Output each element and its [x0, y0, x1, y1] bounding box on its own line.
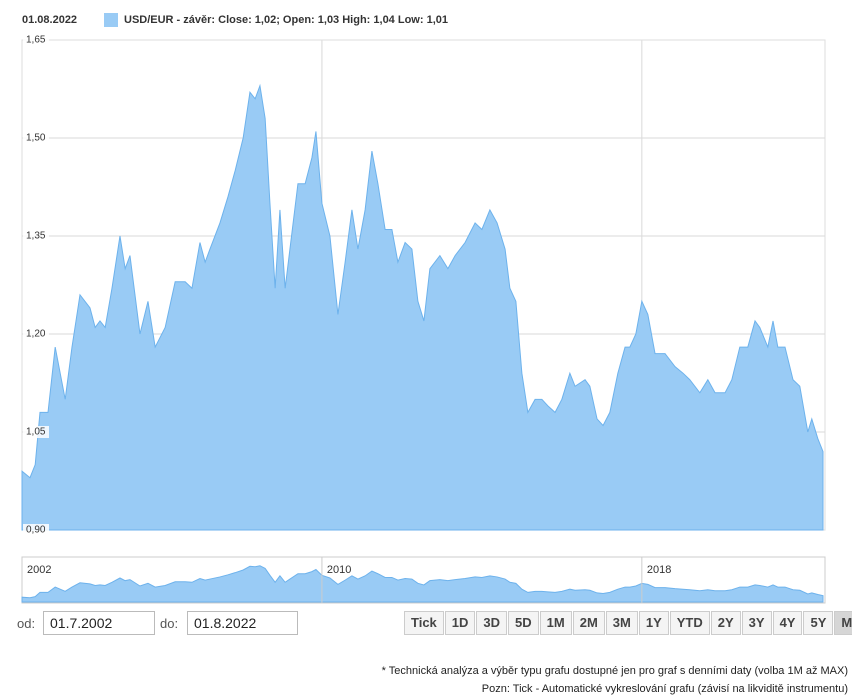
navigator-tick-label: 2002 [27, 564, 51, 576]
range-button[interactable]: 3M [605, 611, 638, 635]
y-tick-label: 1,20 [26, 329, 46, 340]
y-tick-label-bg [23, 524, 49, 536]
range-button[interactable]: 2M [572, 611, 605, 635]
area [21, 83, 824, 531]
range-button[interactable]: 1M [539, 611, 572, 635]
navigator-tick-label: 2010 [327, 564, 351, 576]
y-tick-label: 1,50 [26, 133, 46, 144]
navigator-frame [21, 556, 826, 604]
navigator-area [21, 565, 824, 603]
range-button[interactable]: 3D [476, 611, 508, 635]
range-button[interactable]: 1D [444, 611, 476, 635]
range-button[interactable]: YTD [669, 611, 710, 635]
y-tick-label-bg [23, 34, 49, 46]
range-button[interactable]: Max [834, 611, 852, 635]
y-tick-label-bg [23, 426, 49, 438]
y-tick-label-bg [23, 328, 49, 340]
note: Pozn: Tick - Automatické vykreslování gr… [481, 683, 848, 695]
range-button[interactable]: 2Y [710, 611, 741, 635]
range-button[interactable]: 5Y [803, 611, 834, 635]
chart: 01.08.2022 USD/EUR - závěr: Close: 1,02;… [21, 13, 826, 604]
range-button[interactable]: 4Y [772, 611, 803, 635]
from-label: od: [17, 615, 36, 631]
range-button[interactable]: Tick [404, 611, 444, 635]
date-label: 01.08.2022 [22, 14, 77, 26]
y-tick-label: 1,05 [26, 427, 46, 438]
legend-label: USD/EUR - závěr: Close: 1,02; Open: 1,03… [124, 14, 448, 26]
y-tick-label: 0,90 [26, 525, 46, 536]
to-input[interactable]: 01.8.2022 [187, 611, 298, 635]
navigator-tick-label: 2018 [647, 564, 671, 576]
y-tick-label-bg [23, 132, 49, 144]
from-input[interactable]: 01.7.2002 [43, 611, 155, 635]
range-buttons: Tick1D3D5D1M2M3M1YYTD2Y3Y4Y5YMax [404, 611, 852, 635]
to-label: do: [160, 615, 179, 631]
legend-swatch [104, 13, 118, 27]
y-tick-label: 1,35 [26, 231, 46, 242]
range-button[interactable]: 5D [508, 611, 539, 635]
note: * Technická analýza a výběr typu grafu d… [381, 665, 848, 677]
range-button[interactable]: 3Y [741, 611, 772, 635]
y-tick-label: 1,65 [26, 35, 46, 46]
range-button[interactable]: 1Y [638, 611, 669, 635]
y-tick-label-bg [23, 230, 49, 242]
